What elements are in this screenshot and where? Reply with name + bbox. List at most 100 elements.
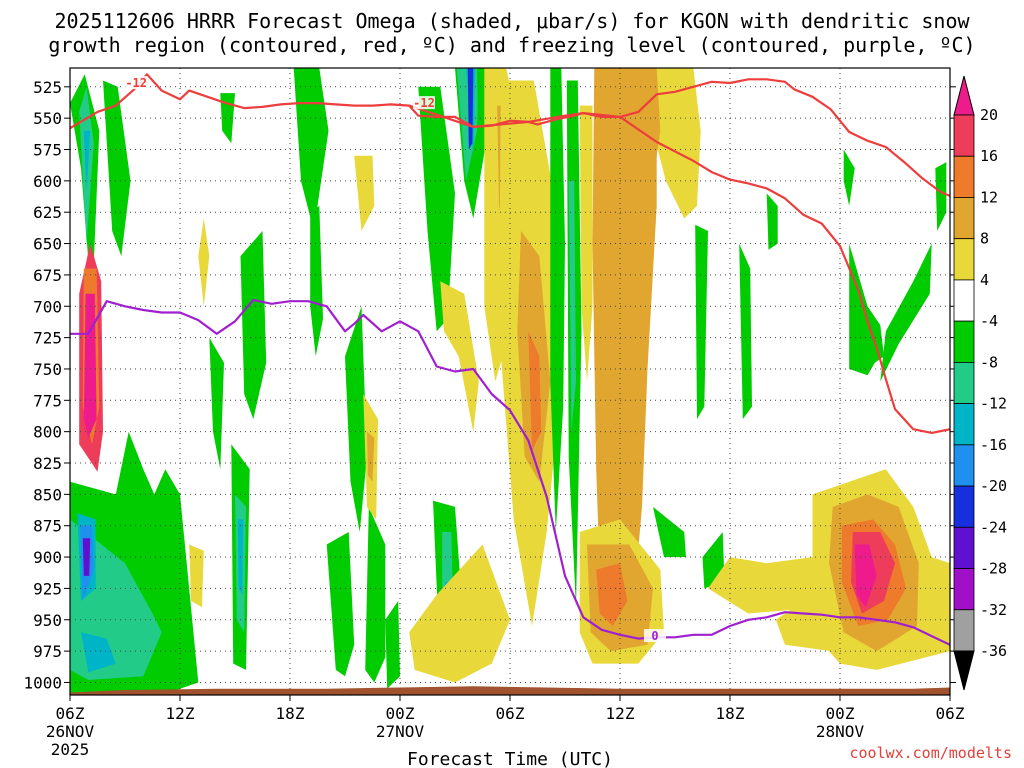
x-tick-label-1: 12Z xyxy=(166,704,195,723)
omega-region-45 xyxy=(528,331,542,451)
colorbar-bin-4 xyxy=(953,279,975,322)
colorbar-bottom-arrow xyxy=(953,650,975,691)
y-tick-label-575: 575 xyxy=(33,141,62,160)
y-tick-label-700: 700 xyxy=(33,297,62,316)
omega-region-26 xyxy=(385,600,400,689)
omega-region-23 xyxy=(326,532,355,677)
omega-region-16 xyxy=(240,231,267,420)
x-tick-label-2: 18Z xyxy=(276,704,305,723)
y-tick-label-975: 975 xyxy=(33,642,62,661)
colorbar-label-10: -24 xyxy=(980,518,1007,536)
x-tick-label-5: 12Z xyxy=(606,704,635,723)
omega-region-70 xyxy=(880,243,932,382)
chart-title-line-2: growth region (contoured, red, ºC) and f… xyxy=(48,33,975,57)
x-tick-year-0: 2025 xyxy=(51,740,90,759)
contour-label-bg-1 xyxy=(413,96,435,110)
omega-region-62 xyxy=(708,557,822,614)
y-tick-label-775: 775 xyxy=(33,391,62,410)
contour-label-0: -12 xyxy=(125,76,147,90)
omega-region-2 xyxy=(83,130,91,194)
omega-region-27 xyxy=(354,155,375,231)
omega-region-68 xyxy=(854,544,877,608)
x-tick-label-6: 18Z xyxy=(716,704,745,723)
colorbar-label-0: 20 xyxy=(980,106,998,124)
contour-label-1: -12 xyxy=(413,96,435,110)
omega-region-52 xyxy=(647,68,701,219)
contour-label-bg-0 xyxy=(125,76,148,90)
omega-region-25 xyxy=(365,506,386,683)
colorbar-bin-1 xyxy=(953,155,975,198)
omega-region-13 xyxy=(198,218,210,307)
omega-region-59 xyxy=(695,224,708,420)
omega-region-38 xyxy=(440,281,479,432)
colorbar-bin-11 xyxy=(953,568,975,611)
colorbar-bin-8 xyxy=(953,444,975,487)
omega-region-71 xyxy=(843,149,855,206)
omega-region-24 xyxy=(345,306,367,532)
omega-region-61 xyxy=(766,193,778,250)
y-tick-label-900: 900 xyxy=(33,548,62,567)
credit-link[interactable]: coolwx.com/modelts xyxy=(849,744,1012,762)
x-tick-date-3: 27NOV xyxy=(376,722,425,741)
colorbar-bin-3 xyxy=(953,238,975,281)
omega-region-12 xyxy=(83,293,97,438)
colorbar-label-2: 12 xyxy=(980,188,998,206)
colorbar-label-11: -28 xyxy=(980,560,1007,578)
colorbar-label-7: -12 xyxy=(980,395,1007,413)
y-tick-label-600: 600 xyxy=(33,172,62,191)
colorbar-label-1: 16 xyxy=(980,147,998,165)
contour-label-bg-2 xyxy=(644,629,666,643)
omega-region-72 xyxy=(935,162,947,231)
y-tick-label-925: 925 xyxy=(33,579,62,598)
y-tick-label-525: 525 xyxy=(33,78,62,97)
colorbar-bin-2 xyxy=(953,197,975,240)
omega-region-46 xyxy=(550,68,565,532)
y-tick-label-675: 675 xyxy=(33,266,62,285)
contour-line-2 xyxy=(70,298,950,646)
x-tick-label-8: 06Z xyxy=(936,704,965,723)
colorbar-bin-12 xyxy=(953,609,975,652)
y-tick-label-625: 625 xyxy=(33,203,62,222)
colorbar-label-3: 8 xyxy=(980,230,989,248)
x-tick-date-0: 26NOV xyxy=(46,722,95,741)
omega-region-3 xyxy=(103,80,131,257)
x-tick-label-3: 00Z xyxy=(386,704,415,723)
colorbar-bin-5 xyxy=(953,320,975,363)
colorbar-label-12: -32 xyxy=(980,601,1007,619)
colorbar-label-9: -20 xyxy=(980,477,1007,495)
colorbar-bin-6 xyxy=(953,361,975,405)
y-tick-label-550: 550 xyxy=(33,109,62,128)
contour-layer: -12 -12 0 xyxy=(70,73,950,646)
y-tick-label-750: 750 xyxy=(33,360,62,379)
omega-region-9 xyxy=(82,538,91,576)
chart-title-line-1: 2025112606 HRRR Forecast Omega (shaded, … xyxy=(54,9,970,33)
colorbar-label-5: -4 xyxy=(980,312,998,330)
surface-terrain-layer xyxy=(70,686,950,695)
y-tick-label-850: 850 xyxy=(33,485,62,504)
omega-region-51 xyxy=(601,68,650,457)
contour-label-2: 0 xyxy=(651,629,658,643)
omega-shading-layer xyxy=(70,68,950,695)
y-tick-label-650: 650 xyxy=(33,235,62,254)
omega-region-29 xyxy=(367,431,375,482)
x-tick-label-0: 06Z xyxy=(56,704,85,723)
colorbar-top-arrow xyxy=(953,75,975,116)
colorbar-label-4: 4 xyxy=(980,271,989,289)
colorbar-label-13: -36 xyxy=(980,642,1007,660)
omega-region-42 xyxy=(409,544,510,683)
y-tick-label-825: 825 xyxy=(33,454,62,473)
y-tick-label-1000: 1000 xyxy=(23,673,62,692)
colorbar-bin-9 xyxy=(953,485,975,528)
omega-region-34 xyxy=(467,68,474,150)
colorbar-label-8: -16 xyxy=(980,436,1007,454)
x-tick-label-7: 00Z xyxy=(826,704,855,723)
omega-region-6 xyxy=(81,632,116,673)
y-tick-label-725: 725 xyxy=(33,329,62,348)
gridlines xyxy=(70,68,950,695)
y-tick-label-800: 800 xyxy=(33,423,62,442)
omega-region-49 xyxy=(579,105,593,382)
contour-line-1 xyxy=(408,104,950,434)
colorbar-bin-7 xyxy=(953,403,975,446)
